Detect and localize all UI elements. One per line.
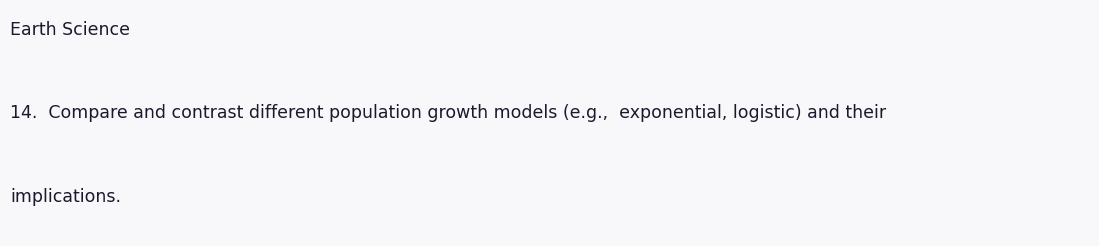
Text: Earth Science: Earth Science [10,20,130,39]
Text: 14.  Compare and contrast different population growth models (e.g.,  exponential: 14. Compare and contrast different popul… [10,104,886,122]
Text: implications.: implications. [10,188,121,206]
